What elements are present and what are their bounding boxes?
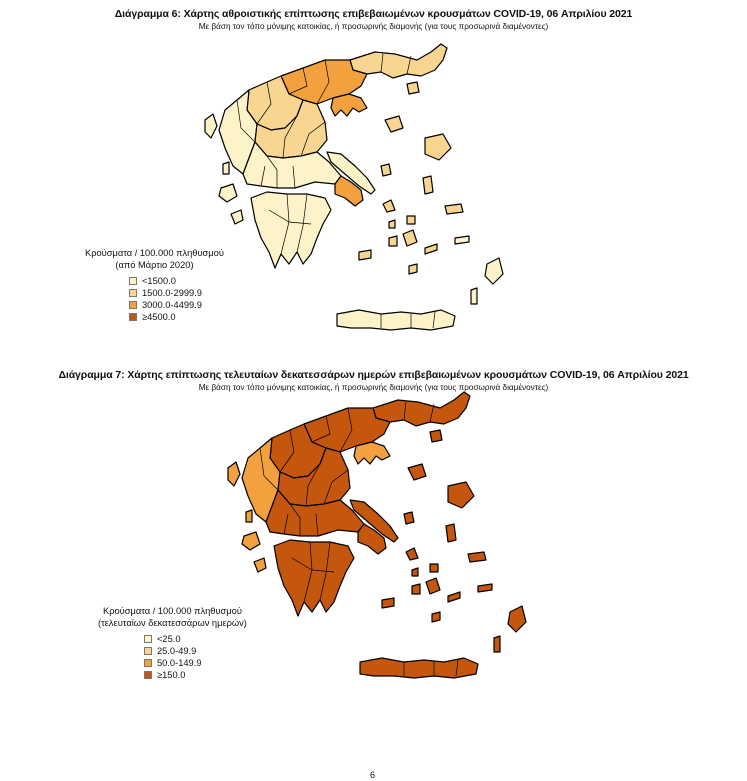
region-milos [358, 249, 372, 261]
region-evia [326, 151, 376, 195]
map6-legend: Κρούσματα / 100.000 πληθυσμού (από Μάρτι… [85, 247, 224, 323]
legend-label: ≥4500.0 [142, 312, 176, 322]
legend-swatch [129, 301, 137, 309]
legend-swatch [144, 647, 152, 655]
legend-item: ≥150.0 [144, 669, 247, 681]
legend-label: 1500.0-2999.9 [142, 288, 202, 298]
map6-greece-map [204, 43, 504, 331]
region-samos [444, 203, 464, 215]
legend-swatch [144, 635, 152, 643]
region-chios [422, 175, 434, 195]
region-ionian-zakynthos [230, 209, 244, 225]
region-mykonos [429, 563, 439, 573]
region-mykonos [406, 215, 416, 225]
region-chalkidiki [330, 93, 368, 117]
region-skyros [380, 163, 392, 177]
page-number: 6 [370, 770, 376, 780]
region-crete [336, 309, 456, 331]
region-syros [411, 567, 419, 577]
legend-label: <25.0 [157, 634, 181, 644]
map7-subtitle: Με βάση τον τόπο μόνιμης κατοικίας, ή πρ… [198, 383, 549, 392]
region-samos [467, 551, 487, 563]
region-lemnos [384, 115, 404, 133]
legend-title: Κρούσματα / 100.000 πληθυσμού [103, 606, 242, 616]
region-amorgos [447, 591, 461, 603]
region-milos [381, 597, 395, 609]
region-syros [388, 219, 396, 229]
legend-swatch [129, 277, 137, 285]
legend-item: <1500.0 [129, 275, 224, 287]
region-ionian-corfu [204, 113, 218, 139]
map6-subtitle: Με βάση τον τόπο μόνιμης κατοικίας, ή πρ… [198, 22, 549, 31]
map7-greece-map [227, 391, 527, 679]
region-evia [349, 499, 399, 543]
region-ionian-lefkada [222, 161, 230, 175]
region-ionian-kefalonia [218, 183, 238, 203]
legend-item: 25.0-49.9 [144, 645, 247, 657]
region-lesvos [424, 133, 452, 161]
region-chalkidiki [353, 441, 391, 465]
map7-legend: Κρούσματα / 100.000 πληθυσμού (τελευταίω… [98, 605, 247, 681]
legend-label: 25.0-49.9 [157, 646, 197, 656]
region-paros [388, 235, 398, 247]
legend-label: ≥150.0 [157, 670, 186, 680]
region-ionian-zakynthos [253, 557, 267, 573]
legend-label: 3000.0-4499.9 [142, 300, 202, 310]
region-ionian-corfu [227, 461, 241, 487]
region-central-greece [265, 489, 365, 537]
region-thasos [429, 429, 443, 443]
legend-item: <25.0 [144, 633, 247, 645]
region-paros [411, 583, 421, 595]
region-lemnos [407, 463, 427, 481]
legend-swatch [129, 313, 137, 321]
region-attica [334, 175, 364, 207]
region-ionian-lefkada [245, 509, 253, 523]
region-peloponnese [273, 539, 355, 617]
region-peloponnese [250, 191, 332, 269]
region-crete [359, 657, 479, 679]
legend-label: 50.0-149.9 [157, 658, 202, 668]
region-naxos [425, 577, 441, 595]
legend-label: <1500.0 [142, 276, 176, 286]
legend-swatch [144, 671, 152, 679]
legend-item: ≥4500.0 [129, 311, 224, 323]
legend-swatch [129, 289, 137, 297]
map7-title: Διάγραμμα 7: Χάρτης επίπτωσης τελευταίων… [58, 369, 689, 381]
legend-item: 1500.0-2999.9 [129, 287, 224, 299]
region-kos [454, 235, 470, 245]
region-chios [445, 523, 457, 543]
region-amorgos [424, 243, 438, 255]
region-ionian-kefalonia [241, 531, 261, 551]
region-thasos [406, 81, 420, 95]
region-karpathos [470, 287, 478, 305]
map6-title: Διάγραμμα 6: Χάρτης αθροιστικής επίπτωση… [114, 8, 633, 20]
region-andros [382, 199, 396, 213]
region-skyros [403, 511, 415, 525]
region-rhodes [507, 605, 527, 633]
region-central-greece [242, 141, 342, 189]
region-rhodes [484, 257, 504, 285]
legend-swatch [144, 659, 152, 667]
region-attica [357, 523, 387, 555]
legend-item: 50.0-149.9 [144, 657, 247, 669]
legend-item: 3000.0-4499.9 [129, 299, 224, 311]
region-naxos [402, 229, 418, 247]
region-lesvos [447, 481, 475, 509]
region-thrace [372, 391, 471, 427]
region-andros [405, 547, 419, 561]
region-santorini [431, 611, 441, 623]
legend-subtitle: (τελευταίων δεκατεσσάρων ημερών) [98, 618, 247, 628]
region-karpathos [493, 635, 501, 653]
legend-title: Κρούσματα / 100.000 πληθυσμού [85, 248, 224, 258]
region-kos [477, 583, 493, 593]
region-santorini [408, 263, 418, 275]
region-thrace [349, 43, 448, 79]
legend-subtitle: (από Μάρτιο 2020) [115, 260, 194, 270]
